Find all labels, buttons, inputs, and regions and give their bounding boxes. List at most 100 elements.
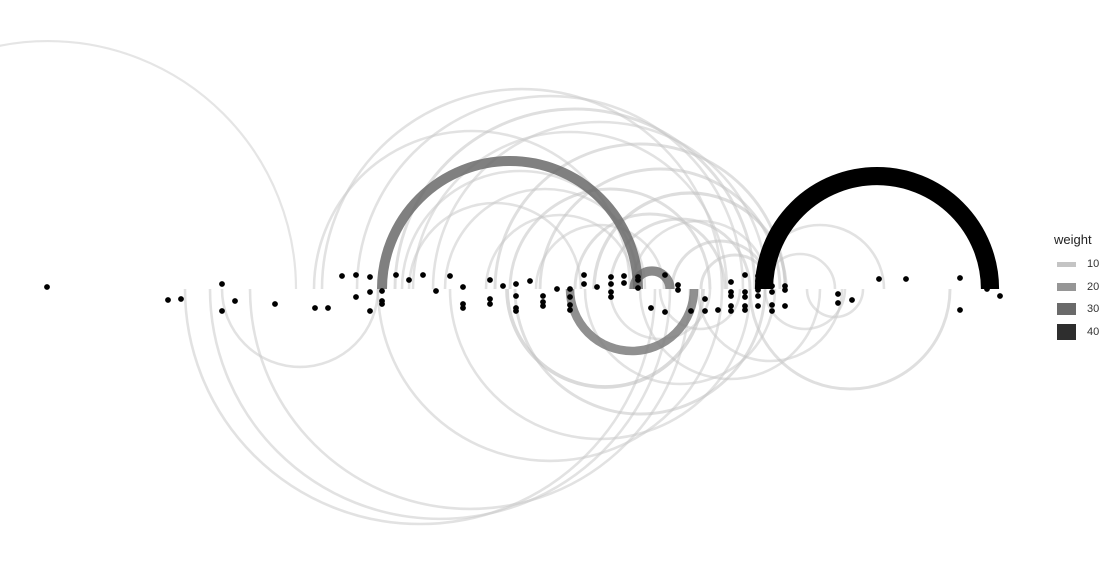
node-point (755, 303, 761, 309)
node-point (957, 275, 963, 281)
node-point (702, 296, 708, 302)
edge-arc (183, 288, 657, 526)
legend-key (1057, 303, 1076, 316)
node-point (742, 303, 748, 309)
edge-arc (448, 288, 752, 441)
legend-entry: 40 (1054, 321, 1099, 344)
node-point (567, 302, 573, 308)
edge-arc (748, 288, 952, 391)
node-point (769, 302, 775, 308)
node-point (353, 272, 359, 278)
edge-arc (411, 130, 729, 290)
edge-arc (573, 212, 727, 290)
edge-arc (763, 288, 847, 331)
node-point (608, 289, 614, 295)
legend-label: 30 (1087, 303, 1099, 316)
edge-arc (407, 201, 583, 290)
node-point (581, 281, 587, 287)
node-point (567, 307, 573, 313)
node-point (272, 301, 278, 307)
node-point (581, 272, 587, 278)
legend-swatch (1057, 303, 1076, 316)
legend-entry: 30 (1054, 298, 1099, 321)
node-point (367, 274, 373, 280)
node-layer (44, 272, 1003, 315)
node-point (608, 281, 614, 287)
node-point (433, 288, 439, 294)
edge-arc (513, 288, 767, 416)
node-point (742, 289, 748, 295)
node-point (487, 301, 493, 307)
legend-key (1057, 282, 1076, 291)
node-point (621, 273, 627, 279)
node-point (527, 278, 533, 284)
legend-label: 10 (1087, 258, 1099, 271)
edge-arc (248, 288, 692, 511)
node-point (621, 280, 627, 286)
node-point (755, 293, 761, 299)
node-point (567, 286, 573, 292)
edge-arc (505, 288, 705, 389)
legend-swatch (1057, 324, 1076, 340)
node-point (393, 272, 399, 278)
node-point (460, 284, 466, 290)
node-point (500, 283, 506, 289)
node-point (219, 281, 225, 287)
node-point (688, 308, 694, 314)
edge-arc (220, 288, 380, 369)
legend-entry: 20 (1054, 276, 1099, 299)
node-point (379, 288, 385, 294)
node-point (715, 307, 721, 313)
node-point (675, 287, 681, 293)
node-point (178, 296, 184, 302)
node-point (957, 307, 963, 313)
node-point (513, 281, 519, 287)
legend-title: weight (1054, 232, 1092, 247)
edge-arc (0, 39, 298, 290)
node-point (849, 297, 855, 303)
node-point (702, 308, 708, 314)
legend-swatch (1057, 261, 1076, 267)
node-point (742, 272, 748, 278)
edge-arc (538, 167, 782, 290)
edge-arc (484, 213, 636, 290)
node-point (662, 272, 668, 278)
legend-key (1057, 324, 1076, 340)
node-point (769, 308, 775, 314)
node-point (540, 293, 546, 299)
node-point (755, 278, 761, 284)
edge-arc (508, 187, 712, 290)
node-point (835, 291, 841, 297)
node-point (339, 273, 345, 279)
legend-rows: 10 20 30 40 (1054, 253, 1099, 343)
edge-arc (754, 166, 1000, 290)
node-point (876, 276, 882, 282)
node-point (782, 287, 788, 293)
node-point (165, 297, 171, 303)
edge-arc (208, 288, 672, 521)
node-point (635, 277, 641, 283)
node-point (460, 301, 466, 307)
node-point (232, 298, 238, 304)
arc-diagram-plot (0, 39, 1003, 526)
node-point (608, 274, 614, 280)
node-point (755, 273, 761, 279)
node-point (540, 299, 546, 305)
legend-label: 20 (1087, 280, 1099, 293)
node-point (325, 305, 331, 311)
node-point (769, 289, 775, 295)
node-point (648, 305, 654, 311)
node-point (608, 294, 614, 300)
node-point (997, 293, 1003, 299)
node-point (367, 308, 373, 314)
node-point (728, 279, 734, 285)
legend-label: 40 (1087, 325, 1099, 338)
node-point (312, 305, 318, 311)
edge-arc (493, 142, 787, 290)
node-point (742, 294, 748, 300)
edge-arc (583, 288, 777, 386)
node-point (728, 289, 734, 295)
edge-arc (376, 288, 724, 463)
node-point (513, 308, 519, 314)
node-point (675, 282, 681, 288)
